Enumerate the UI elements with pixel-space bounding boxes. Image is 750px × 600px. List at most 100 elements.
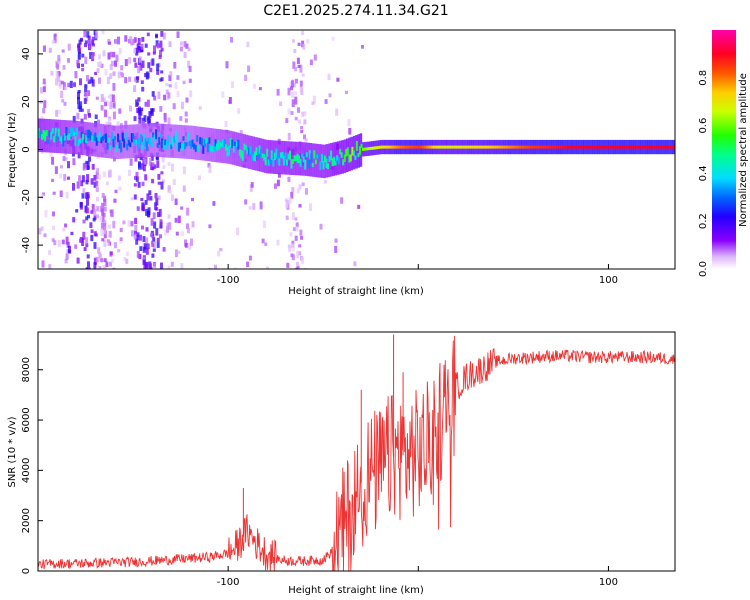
spectrogram-ridge-cell	[275, 148, 278, 159]
spectrogram-ridge-halo	[69, 120, 73, 154]
spectrogram-noise-cell	[179, 46, 183, 52]
colorbar-tick-label: 0.6	[698, 118, 709, 134]
spectrogram-ridge-cell	[383, 145, 386, 149]
spectrogram-noise-cell	[217, 250, 221, 257]
spectrogram-ridge-cell	[216, 143, 218, 151]
spectrogram-ridge-cell	[561, 145, 564, 149]
spectrogram-noise-cell	[127, 220, 131, 227]
spectrogram-ridge-cell	[359, 146, 361, 155]
spectrogram-noise-cell	[167, 92, 171, 99]
spectrogram-ridge-cell	[613, 145, 615, 149]
spectrogram-noise-cell	[53, 240, 57, 246]
spectrogram-noise-cell	[77, 152, 81, 159]
spectrogram-ridge-cell	[68, 133, 71, 141]
colorbar-ticks: 0.0 0.2 0.4 0.6 0.8	[698, 70, 709, 277]
colorbar: 0.0 0.2 0.4 0.6 0.8 Normalized spectral ampl…	[698, 30, 749, 277]
spectrogram-ridge-halo	[181, 125, 185, 159]
spectrogram-noise-cell	[81, 67, 85, 72]
spectrogram-noise-cell	[123, 257, 127, 262]
spectrogram-ridge-cell	[444, 145, 447, 149]
spectrogram-ridge-cell	[208, 137, 211, 144]
spectrogram-noise-cell	[43, 100, 47, 109]
spectrogram-noise-cell	[82, 219, 86, 224]
spectrogram-noise-cell	[95, 186, 99, 193]
spectrogram-ridge-halo	[79, 121, 82, 155]
spectrogram-ridge-halo	[311, 143, 315, 177]
spectrogram-ridge-cell	[168, 142, 171, 149]
spectrogram-noise-cell	[112, 267, 116, 269]
spectrogram-noise-cell	[252, 203, 256, 210]
spectrogram-noise-cell	[146, 72, 150, 79]
spectrogram-ridge-cell	[386, 145, 389, 149]
spectrogram-noise-cell	[85, 216, 89, 221]
spectrogram-noise-cell	[298, 251, 302, 256]
spectrogram-noise-cell	[208, 165, 212, 173]
spectrogram-noise-cell	[88, 156, 91, 162]
spectrogram-ridge-cell	[651, 145, 653, 149]
spectrogram-y-tick-label: -20	[21, 189, 32, 205]
spectrogram-noise-cell	[87, 109, 91, 116]
spectrogram-noise-cell	[79, 37, 83, 41]
spectrogram-ridge-cell	[425, 145, 428, 149]
spectrogram-ridge-cell	[188, 141, 191, 146]
spectrogram-ridge-cell	[98, 132, 101, 142]
spectrogram-noise-cell	[147, 207, 151, 215]
spectrogram-noise-cell	[285, 118, 289, 124]
spectrogram-ridge-cell	[320, 153, 323, 163]
spectrogram-ridge-halo	[195, 126, 198, 160]
spectrogram-ridge-cell	[381, 145, 384, 149]
spectrogram-ridge-cell	[231, 139, 234, 148]
spectrogram-ridge-cell	[339, 148, 342, 155]
spectrogram-noise-cell	[131, 38, 135, 45]
spectrogram-ridge-cell	[389, 145, 392, 149]
spectrogram-noise-cell	[124, 120, 128, 129]
spectrogram-noise-cell	[312, 95, 316, 104]
spectrogram-ridge-cell	[337, 157, 340, 165]
spectrogram-noise-cell	[84, 56, 88, 64]
spectrogram-ridge-cell	[546, 145, 549, 149]
spectrogram-ridge-cell	[512, 145, 515, 149]
spectrogram-noise-cell	[128, 76, 132, 82]
spectrogram-noise-cell	[300, 235, 304, 240]
spectrogram-noise-cell	[77, 45, 81, 52]
spectrogram-noise-cell	[108, 41, 111, 45]
spectrogram-ridge-halo	[156, 123, 160, 157]
spectrogram-ridge-cell	[473, 145, 476, 149]
spectrogram-noise-cell	[42, 108, 46, 114]
spectrogram-noise-cell	[295, 78, 298, 84]
spectrogram-noise-cell	[109, 169, 113, 177]
spectrogram-noise-cell	[149, 263, 152, 269]
spectrogram-noise-cell	[157, 195, 161, 200]
spectrogram-noise-cell	[262, 220, 266, 228]
spectrogram-ridge-cell	[486, 145, 489, 149]
spectrogram-ridge-cell	[427, 145, 430, 149]
spectrogram-noise-cell	[51, 238, 55, 242]
spectrogram-ridge-cell	[292, 159, 294, 164]
spectrogram-noise-cell	[114, 39, 117, 44]
spectrogram-ridge-cell	[95, 137, 98, 146]
spectrogram-ridge-halo	[65, 120, 68, 154]
spectrogram-noise-cell	[291, 39, 295, 43]
spectrogram-ridge-halo	[193, 126, 196, 160]
spectrogram-ridge-cell	[453, 145, 456, 149]
spectrogram-ridge-cell	[38, 128, 40, 138]
spectrogram-noise-cell	[86, 75, 89, 82]
spectrogram-noise-cell	[153, 221, 157, 229]
spectrogram-ridge-cell	[631, 145, 634, 149]
spectrogram-ridge-cell	[643, 145, 646, 149]
spectrogram-noise-cell	[106, 239, 110, 247]
spectrogram-ridge-cell	[324, 155, 326, 162]
spectrogram-noise-cell	[75, 209, 79, 213]
spectrogram-noise-cell	[149, 232, 153, 238]
spectrogram-ridge-cell	[421, 145, 424, 149]
spectrogram-ridge-halo	[170, 124, 173, 158]
spectrogram-ridge-cell	[121, 132, 124, 142]
spectrogram-noise-cell	[249, 184, 253, 193]
spectrogram-ridge-halo	[115, 125, 119, 159]
spectrogram-noise-cell	[361, 45, 364, 49]
spectrogram-ridge-cell	[476, 145, 479, 149]
spectrogram-noise-cell	[299, 87, 303, 93]
spectrogram-ridge-halo	[348, 137, 351, 172]
spectrogram-ridge-cell	[276, 155, 279, 164]
spectrogram-noise-cell	[167, 117, 171, 126]
